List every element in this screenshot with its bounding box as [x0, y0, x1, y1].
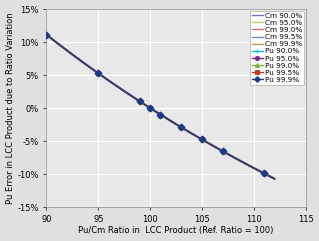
X-axis label: Pu/Cm Ratio in  LCC Product (Ref. Ratio = 100): Pu/Cm Ratio in LCC Product (Ref. Ratio =…	[78, 227, 274, 235]
Y-axis label: Pu Error in LCC Product due to Ratio Variation: Pu Error in LCC Product due to Ratio Var…	[5, 12, 15, 204]
Legend: Cm 90.0%, Cm 95.0%, Cm 99.0%, Cm 99.5%, Cm 99.9%, Pu 90.0%, Pu 95.0%, Pu 99.0%, : Cm 90.0%, Cm 95.0%, Cm 99.0%, Cm 99.5%, …	[249, 11, 304, 85]
